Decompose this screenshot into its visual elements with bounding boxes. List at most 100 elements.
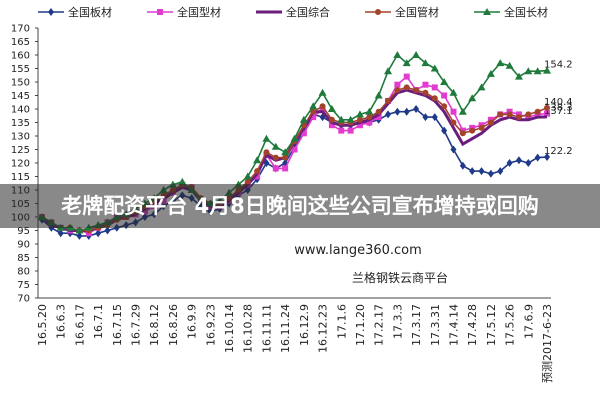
x-tick-label: 16.8.26: [167, 304, 180, 346]
x-tick-label: 16.10.28: [242, 304, 255, 353]
legend: 全国板材 全国型材 全国综合 全国管材 全国长材: [38, 5, 548, 19]
marker: [469, 167, 476, 176]
marker: [375, 114, 382, 121]
marker: [157, 9, 163, 15]
x-tick-label: 17.3.31: [429, 304, 442, 346]
y-tick-label: 165: [11, 37, 30, 48]
marker: [244, 178, 251, 185]
x-tick-label: 17.2.17: [373, 304, 386, 346]
x-tick-label: 16.7.29: [130, 304, 143, 346]
end-label: 138.3: [544, 103, 573, 114]
marker: [441, 92, 448, 99]
marker: [533, 67, 542, 75]
y-tick-label: 160: [11, 51, 30, 62]
marker: [385, 110, 392, 119]
marker: [393, 51, 402, 58]
marker: [290, 134, 299, 142]
marker: [468, 94, 477, 102]
marker: [403, 73, 410, 80]
marker: [543, 66, 551, 74]
marker: [366, 114, 373, 121]
marker: [544, 110, 550, 117]
y-tick-label: 155: [11, 64, 30, 75]
y-tick-label: 145: [11, 91, 30, 102]
marker: [394, 107, 401, 116]
marker: [365, 107, 374, 115]
x-tick-label: 16.12.23: [317, 304, 330, 353]
x-tick-label: 17.4.28: [466, 304, 479, 346]
x-tick-label: 17.5.12: [485, 304, 498, 346]
marker: [430, 64, 439, 72]
marker: [486, 69, 495, 77]
marker: [253, 156, 262, 164]
marker: [48, 8, 54, 16]
x-tick-label: 16.5.20: [36, 304, 49, 346]
marker: [254, 168, 261, 175]
end-label: 140.4: [544, 97, 573, 108]
marker: [272, 165, 279, 172]
marker: [243, 172, 252, 180]
x-tick-label: 17.3.3: [391, 304, 404, 339]
x-tick-label: 16.6.17: [73, 304, 86, 346]
marker: [328, 122, 335, 129]
marker: [422, 89, 429, 96]
legend-label: 全国板材: [68, 5, 112, 19]
legend-label: 全国管材: [395, 5, 439, 19]
marker: [525, 111, 532, 118]
marker: [497, 111, 504, 118]
x-tick-label: 17.6.9: [522, 304, 535, 339]
y-tick-label: 80: [17, 267, 30, 278]
marker: [254, 173, 261, 180]
marker: [431, 113, 438, 122]
marker: [515, 156, 522, 165]
y-tick-label: 70: [17, 294, 30, 305]
y-tick-label: 135: [11, 118, 30, 129]
marker: [282, 165, 289, 172]
marker: [497, 167, 504, 176]
marker: [515, 114, 522, 121]
marker: [514, 72, 523, 80]
marker: [366, 119, 373, 126]
marker: [309, 102, 318, 110]
marker: [327, 105, 336, 112]
y-tick-label: 150: [11, 78, 30, 89]
x-tick-label: 16.6.3: [55, 304, 68, 339]
marker: [483, 8, 491, 15]
marker: [300, 130, 307, 137]
marker: [506, 159, 513, 167]
marker: [346, 115, 355, 123]
x-tick-label: 16.7.1: [92, 304, 105, 339]
x-tick-label: 16.11.24: [279, 304, 292, 353]
marker: [431, 84, 438, 91]
marker: [385, 97, 392, 104]
marker: [57, 229, 64, 238]
y-tick-label: 170: [11, 24, 30, 35]
legend-label: 全国长材: [504, 5, 548, 19]
marker: [459, 130, 466, 137]
marker: [413, 105, 420, 113]
marker: [104, 226, 111, 235]
marker: [374, 91, 383, 99]
x-tick-label: 预测2017-6-23: [541, 304, 554, 383]
legend-label: 全国型材: [177, 5, 221, 19]
marker: [449, 88, 458, 96]
x-tick-label: 16.9.23: [204, 304, 217, 346]
x-tick-label: 17.5.26: [504, 304, 517, 346]
marker: [319, 103, 326, 110]
y-tick-label: 125: [11, 145, 30, 156]
x-tick-label: 16.8.12: [148, 304, 161, 346]
marker: [402, 59, 411, 67]
legend-label: 全国综合: [286, 5, 330, 19]
x-tick-label: 17.4.14: [447, 304, 460, 346]
marker: [505, 61, 514, 69]
marker: [299, 115, 308, 123]
marker: [413, 87, 420, 94]
marker: [422, 113, 429, 122]
marker: [281, 148, 290, 156]
marker: [263, 149, 270, 156]
x-tick-label: 16.11.11: [260, 304, 273, 353]
x-tick-label: 16.10.14: [223, 304, 236, 353]
marker: [394, 87, 401, 94]
marker: [282, 154, 289, 161]
